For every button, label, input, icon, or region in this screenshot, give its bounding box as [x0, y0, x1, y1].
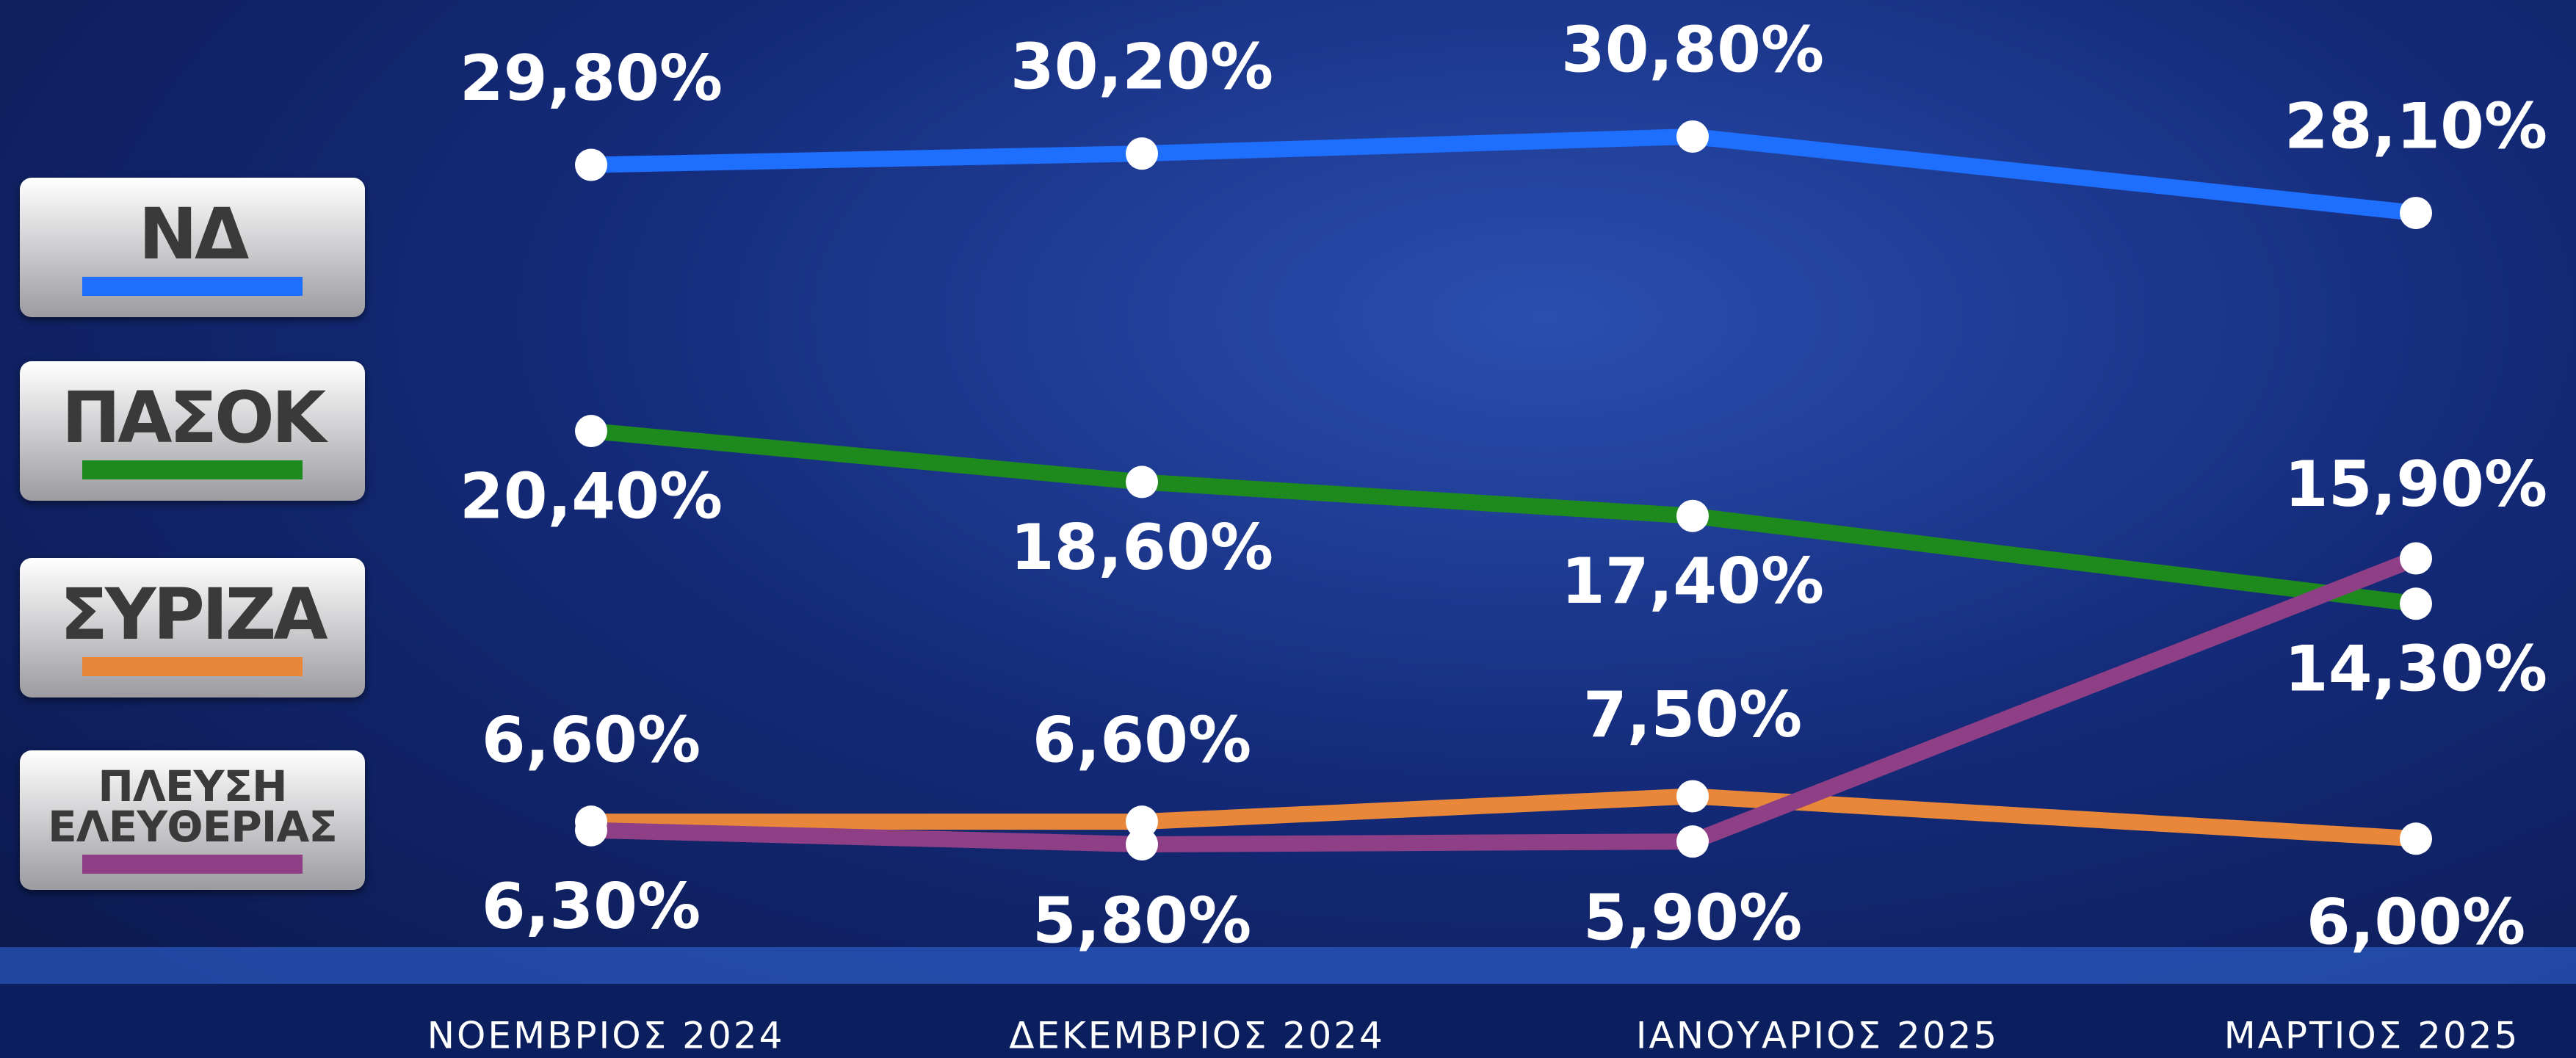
legend-swatch [82, 657, 303, 676]
point [2400, 822, 2432, 855]
value-label: 15,90% [2284, 448, 2547, 521]
value-label: 30,80% [1561, 13, 1824, 87]
legend-label: ΝΔ [138, 193, 250, 275]
legend-label: ΠΑΣΟΚ [61, 377, 326, 459]
point [575, 415, 607, 448]
legend-label: ΠΛΕΥΣΗ ΕΛΕΥΘΕΡΙΑΣ [48, 761, 338, 852]
value-label: 6,60% [482, 704, 701, 778]
legend-item: ΠΛΕΥΣΗ ΕΛΕΥΘΕΡΙΑΣ [20, 750, 365, 890]
value-label: 17,40% [1561, 545, 1824, 618]
value-label: 6,60% [1032, 704, 1251, 778]
value-label: 28,10% [2284, 90, 2547, 164]
legend-swatch [82, 277, 303, 296]
legend-item: ΝΔ [20, 178, 365, 317]
series-line [590, 423, 2417, 612]
value-label: 20,40% [460, 460, 723, 533]
point [2400, 542, 2432, 575]
legend-swatch [82, 855, 303, 874]
x-tick-label: ΝΟΕΜΒΡΙΟΣ 2024 [427, 1015, 785, 1057]
point [1126, 137, 1158, 170]
value-label: 7,50% [1583, 678, 1802, 752]
point [1676, 499, 1709, 532]
legend-item: ΠΑΣΟΚ [20, 361, 365, 501]
x-tick-label: ΜΑΡΤΙΟΣ 2025 [2224, 1015, 2520, 1057]
point [1676, 120, 1709, 153]
value-label: 14,30% [2284, 633, 2547, 706]
value-label: 5,80% [1032, 884, 1251, 957]
value-label: 6,00% [2307, 886, 2525, 960]
x-tick-label: ΙΑΝΟΥΑΡΙΟΣ 2025 [1636, 1015, 1999, 1057]
point [2400, 197, 2432, 230]
point [2400, 587, 2432, 620]
value-label: 18,60% [1010, 511, 1273, 584]
point [1676, 780, 1709, 813]
value-label: 5,90% [1583, 882, 1802, 955]
point [575, 814, 607, 847]
value-label: 6,30% [482, 870, 701, 943]
floor-band [0, 947, 2576, 984]
point [1126, 465, 1158, 499]
point [1676, 825, 1709, 858]
bottom-strip [0, 984, 2576, 1058]
legend-label: ΣΥΡΙΖΑ [59, 573, 328, 656]
value-label: 29,80% [460, 42, 723, 115]
point [1126, 805, 1158, 838]
legend-item: ΣΥΡΙΖΑ [20, 558, 365, 698]
x-tick-label: ΔΕΚΕΜΒΡΙΟΣ 2024 [1009, 1015, 1385, 1057]
point [575, 148, 607, 181]
series-line [590, 128, 2417, 222]
series-line [591, 788, 2417, 847]
point [1126, 828, 1158, 860]
legend-swatch [82, 460, 303, 479]
series-line [590, 551, 2420, 852]
value-label: 30,20% [1010, 31, 1273, 104]
